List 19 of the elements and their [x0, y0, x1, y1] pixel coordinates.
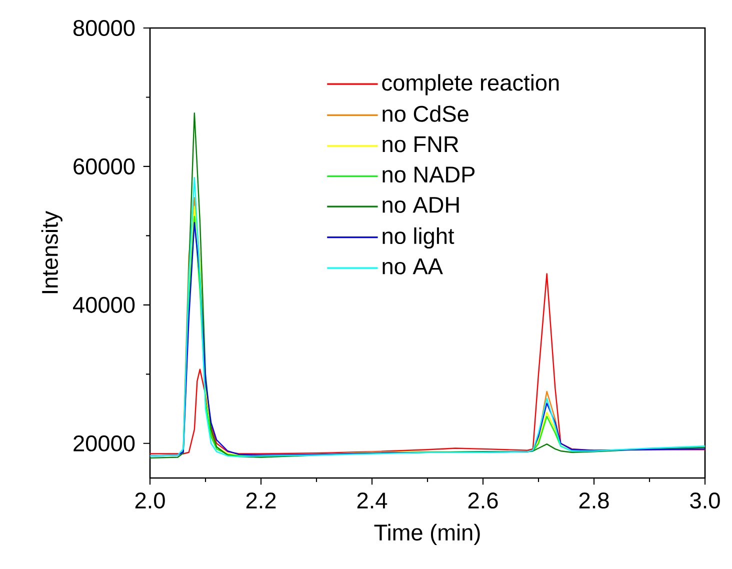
- legend-label: no CdSe: [382, 105, 468, 122]
- x-tick-label: 2.0: [135, 492, 165, 509]
- y-tick-label: 60000: [74, 158, 135, 174]
- legend-label: no FNR: [382, 136, 458, 152]
- y-axis-title: Intensity: [41, 210, 62, 294]
- y-tick-label: 40000: [73, 296, 135, 313]
- legend-label: complete reaction: [382, 74, 559, 96]
- legend-label: no NADP: [382, 166, 475, 183]
- x-tick-label: 2.8: [579, 492, 609, 509]
- x-tick-label: 3.0: [690, 492, 720, 509]
- x-tick-label: 2.2: [246, 492, 276, 508]
- y-tick-label: 20000: [74, 435, 135, 452]
- x-tick-label: 2.6: [468, 492, 498, 509]
- x-tick-label: 2.4: [357, 492, 388, 508]
- legend-label: no ADH: [382, 197, 459, 213]
- y-tick-label: 80000: [73, 20, 135, 36]
- legend-label: no AA: [382, 258, 443, 274]
- x-axis-title: Time (min): [374, 524, 480, 546]
- legend-label: no light: [382, 227, 454, 249]
